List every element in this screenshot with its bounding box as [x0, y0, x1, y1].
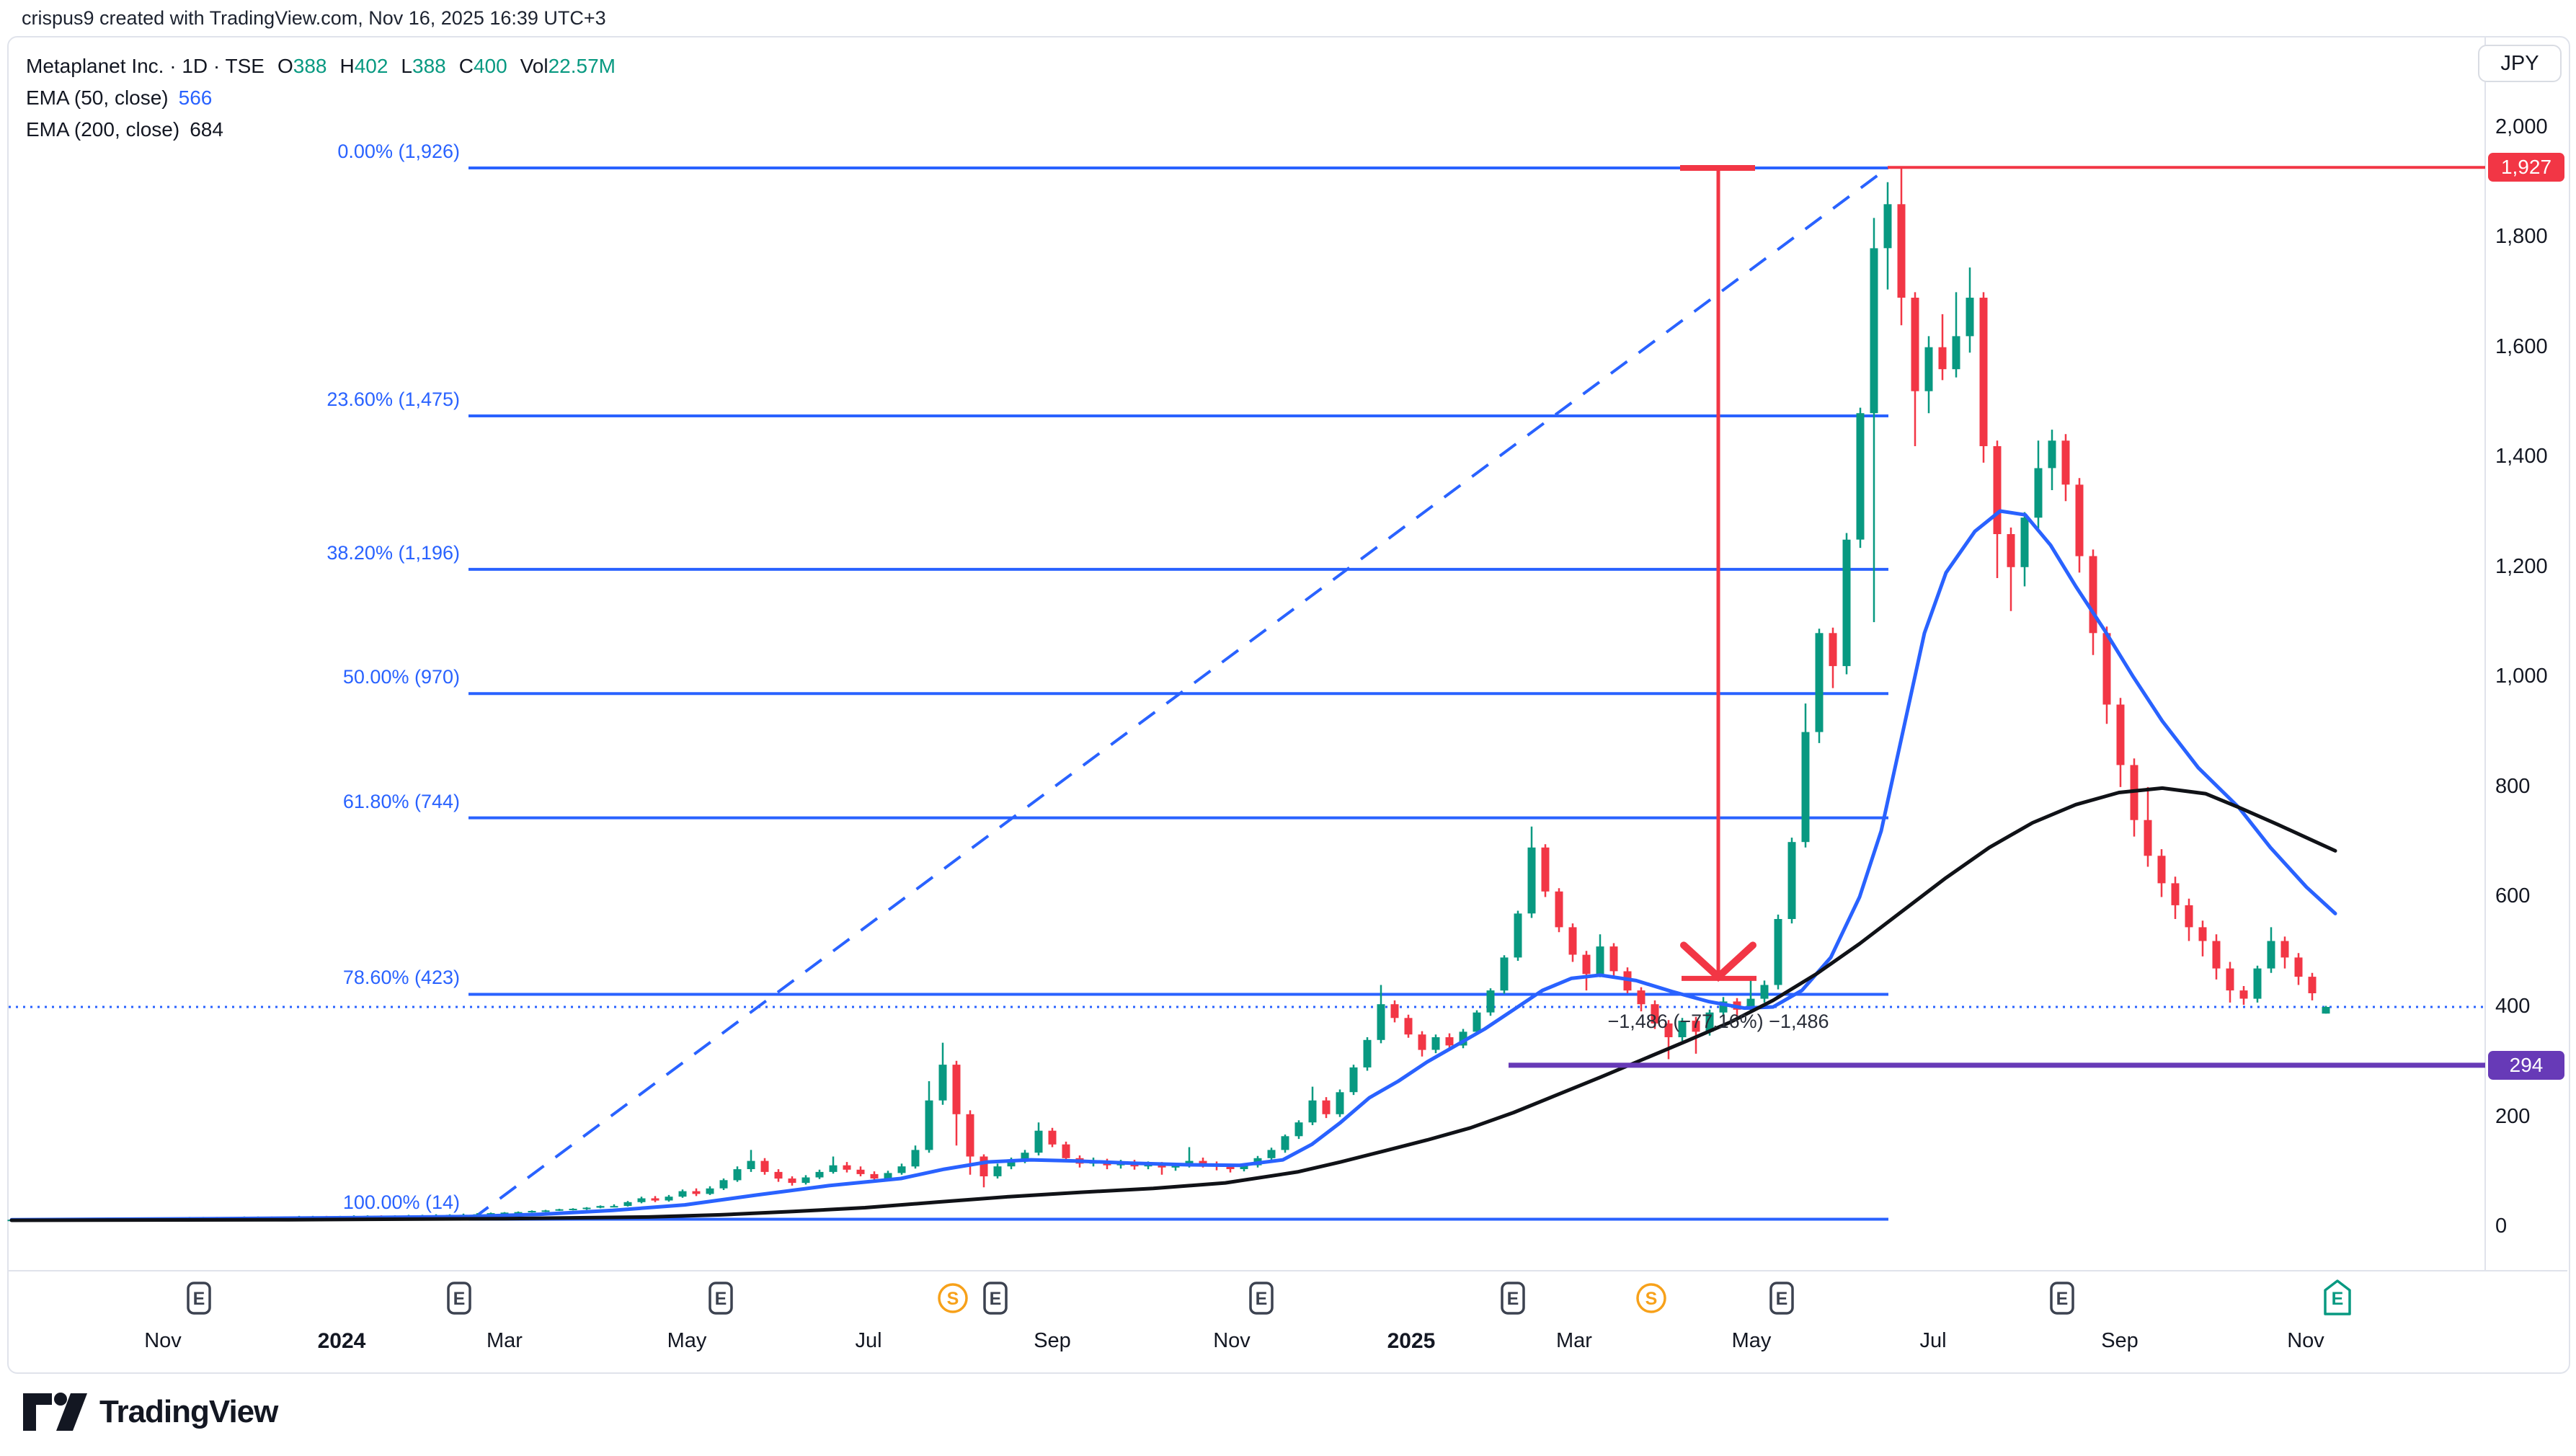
price-tick-400: 400 [2495, 995, 2531, 1018]
price-tick-200: 200 [2495, 1104, 2531, 1128]
svg-text:E: E [2056, 1289, 2069, 1309]
ohlc-values: O388 H402 L388 C400 Vol22.57M [265, 55, 616, 77]
time-label-Nov[interactable]: Nov [2287, 1329, 2324, 1352]
candles-layer [7, 204, 2330, 1222]
attribution-text: crispus9 created with TradingView.com, N… [22, 7, 606, 29]
quote-label-O: O [277, 55, 293, 77]
price-label-badge-294: 294 [2488, 1050, 2564, 1080]
svg-text:E: E [715, 1289, 727, 1309]
quote-label-L: L [401, 55, 412, 77]
ema50-value: 566 [178, 86, 213, 109]
quote-label-H: H [339, 55, 355, 77]
svg-text:E: E [1256, 1289, 1268, 1309]
svg-text:S: S [947, 1289, 959, 1309]
price-tick-1,400: 1,400 [2495, 445, 2548, 469]
quote-value-Vol: 22.57M [548, 55, 616, 77]
time-label-Mar[interactable]: Mar [487, 1329, 523, 1352]
fib-label-100.00%: 100.00% (14) [342, 1191, 460, 1214]
price-label-badge-1,927: 1,927 [2488, 153, 2564, 182]
ema-line-ema50 [9, 509, 2337, 1222]
ema50-label: EMA (50, close) [26, 86, 169, 109]
chart-widget-frame [7, 36, 2570, 1374]
marker-earnings[interactable]: E [1769, 1282, 1794, 1315]
quote-value-C: 400 [473, 55, 507, 77]
tradingview-footer-link[interactable]: TradingView [20, 1393, 278, 1431]
fib-label-0.00%: 0.00% (1,926) [337, 141, 460, 162]
marker-earnings[interactable]: E [2050, 1282, 2074, 1315]
price-tick-600: 600 [2495, 884, 2531, 908]
time-label-Nov[interactable]: Nov [144, 1329, 182, 1352]
time-label-2024[interactable]: 2024 [317, 1329, 366, 1353]
symbol-title: Metaplanet Inc. · 1D · TSE [26, 55, 265, 77]
marker-earnings[interactable]: E [709, 1282, 733, 1315]
fib-label-78.60%: 78.60% (423) [342, 967, 460, 989]
price-tick-800: 800 [2495, 774, 2531, 798]
price-tick-2,000: 2,000 [2495, 115, 2548, 138]
chart-legend: Metaplanet Inc. · 1D · TSE O388 H402 L388 C4… [26, 50, 616, 146]
tradingview-logo-icon [23, 1393, 87, 1431]
quote-label-Vol: Vol [520, 55, 548, 77]
svg-text:E: E [1507, 1289, 1519, 1309]
marker-earnings[interactable]: E [187, 1282, 211, 1315]
marker-split[interactable]: S [1636, 1283, 1666, 1313]
svg-text:S: S [1645, 1289, 1658, 1309]
svg-text:E: E [193, 1289, 205, 1309]
time-label-May[interactable]: May [1731, 1329, 1772, 1352]
marker-earnings[interactable]: E [983, 1282, 1008, 1315]
price-tick-1,800: 1,800 [2495, 225, 2548, 249]
svg-text:E: E [1776, 1289, 1788, 1309]
time-label-Sep[interactable]: Sep [1034, 1329, 1071, 1352]
price-range-measurement-label: −1,486 (−77.16%) −1,486 [1607, 1010, 1829, 1032]
marker-earnings[interactable]: E [1501, 1282, 1525, 1315]
legend-ema50-row: EMA (50, close) 566 [26, 82, 616, 114]
time-label-Sep[interactable]: Sep [2101, 1329, 2138, 1352]
svg-text:E: E [453, 1289, 466, 1309]
marker-split[interactable]: S [938, 1283, 968, 1313]
marker-earnings-upcoming[interactable]: E [2324, 1279, 2351, 1315]
fib-label-50.00%: 50.00% (970) [342, 666, 460, 688]
time-label-Nov[interactable]: Nov [1213, 1329, 1251, 1352]
time-label-Jul[interactable]: Jul [1919, 1329, 1947, 1352]
price-tick-1,600: 1,600 [2495, 334, 2548, 358]
svg-text:E: E [990, 1289, 1002, 1309]
range-tool-arrowhead [1680, 941, 1756, 982]
fib-label-38.20%: 38.20% (1,196) [327, 541, 460, 564]
fib-trendline-dashed [471, 167, 1889, 1221]
time-label-2025[interactable]: 2025 [1387, 1329, 1436, 1353]
time-label-May[interactable]: May [667, 1329, 707, 1352]
price-tick-1,000: 1,000 [2495, 665, 2548, 688]
tradingview-wordmark: TradingView [99, 1394, 278, 1429]
legend-ema200-row: EMA (200, close) 684 [26, 114, 616, 146]
fib-label-61.80%: 61.80% (744) [342, 790, 460, 812]
price-tick-1,200: 1,200 [2495, 554, 2548, 578]
ema200-label: EMA (200, close) [26, 118, 180, 141]
svg-text:E: E [2332, 1289, 2344, 1309]
quote-value-H: 402 [354, 55, 388, 77]
marker-earnings[interactable]: E [1249, 1282, 1274, 1315]
time-label-Mar[interactable]: Mar [1556, 1329, 1592, 1352]
marker-earnings[interactable]: E [447, 1282, 471, 1315]
ema-line-ema200 [9, 786, 2337, 1222]
quote-value-L: 388 [412, 55, 446, 77]
fib-label-23.60%: 23.60% (1,475) [327, 389, 460, 411]
quote-label-C: C [458, 55, 474, 77]
legend-symbol-row: Metaplanet Inc. · 1D · TSE O388 H402 L388 C4… [26, 50, 616, 82]
price-tick-0: 0 [2495, 1215, 2508, 1238]
quote-value-O: 388 [293, 55, 327, 77]
ema200-value: 684 [190, 118, 223, 141]
currency-toggle-jpy[interactable]: JPY [2478, 45, 2562, 82]
time-label-Jul[interactable]: Jul [855, 1329, 882, 1352]
